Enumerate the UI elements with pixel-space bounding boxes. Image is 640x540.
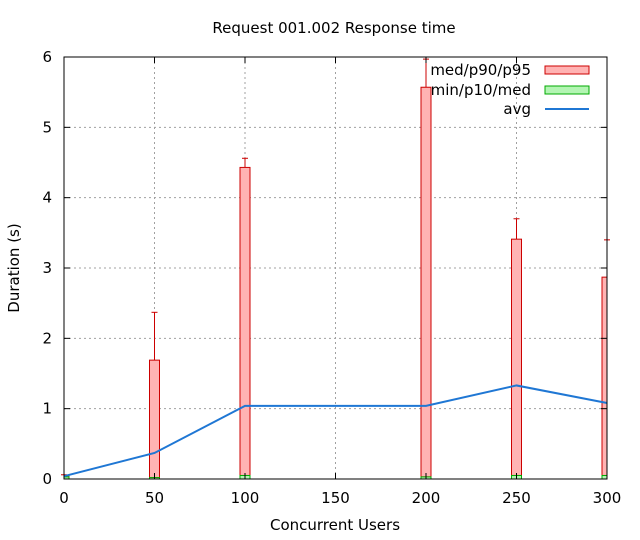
x-tick-label: 300: [593, 489, 622, 507]
bar-med-p90: [511, 238, 522, 476]
y-tick-label: 4: [42, 189, 52, 207]
chart-title: Request 001.002 Response time: [212, 19, 455, 37]
legend-label-avg: avg: [503, 100, 531, 118]
y-axis-label: Duration (s): [5, 223, 23, 312]
x-tick-label: 150: [321, 489, 350, 507]
x-tick-label: 100: [231, 489, 260, 507]
legend-label-min-p10-med: min/p10/med: [431, 81, 531, 99]
x-tick-label: 50: [145, 489, 164, 507]
avg-line: [63, 384, 608, 478]
y-tick-label: 6: [42, 48, 52, 66]
legend-swatch-min-p10-med: [544, 85, 590, 95]
legend-swatch-med-p90-p95: [544, 65, 590, 75]
y-tick-label: 1: [42, 400, 52, 418]
grid-lines: [64, 57, 607, 479]
y-tick-label: 2: [42, 329, 52, 347]
bar-min-p10-med: [601, 474, 608, 480]
y-tick-label: 0: [42, 470, 52, 488]
x-tick-label: 0: [59, 489, 69, 507]
x-tick-label: 250: [502, 489, 531, 507]
bar-med-p90: [601, 276, 608, 476]
y-tick-label: 3: [42, 259, 52, 277]
avg-line-layer: [63, 384, 608, 478]
bar-med-p90: [239, 166, 251, 476]
x-axis-label: Concurrent Users: [270, 516, 400, 534]
bar-med-p90: [420, 86, 432, 478]
axis-ticks: 0 50 100 150 200 250 300 0 1 2 3 4 5 6: [42, 48, 621, 507]
bar-med-p90: [149, 359, 160, 479]
y-tick-label: 5: [42, 118, 52, 136]
legend-label-med-p90-p95: med/p90/p95: [430, 61, 531, 79]
x-tick-label: 200: [412, 489, 441, 507]
